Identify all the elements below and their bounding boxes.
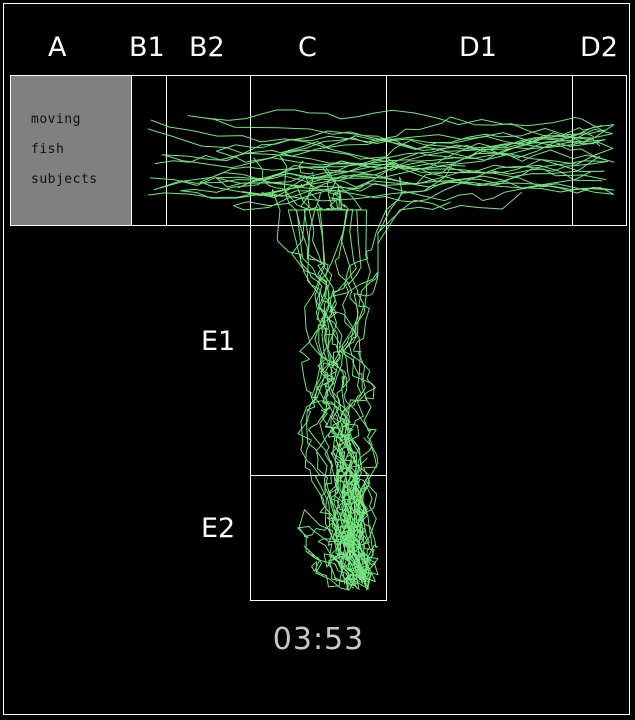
zone-label-e2: E2 [201,513,236,544]
trajectory-path [308,176,403,581]
zone-label-d2: D2 [580,32,618,63]
trajectory-path [279,155,369,581]
zone-label-e1: E1 [201,326,236,357]
zone-label-c: C [298,32,317,63]
arena-frame [3,3,630,715]
elapsed-timer: 03:53 [272,622,365,657]
trajectory-path [334,404,365,591]
trajectory-path [261,189,365,581]
trajectory-path [159,136,606,211]
trajectory-path [321,191,523,581]
trajectory-path [338,437,379,591]
trajectory-path [154,109,614,165]
trajectory-path [163,116,615,169]
zone-label-a: A [48,32,67,63]
trajectory-path [314,179,364,584]
trajectory-path [303,457,370,591]
zone-label-b1: B1 [129,32,165,63]
trajectory-path [333,164,466,581]
legend-line-subjects: subjects [31,172,98,187]
trajectory-path [298,160,366,581]
trajectory-trace [147,109,615,591]
legend-line-moving: moving [31,112,81,127]
trajectory-path [253,157,362,581]
legend-line-fish: fish [31,142,65,157]
zone-label-b2: B2 [189,32,225,63]
legend-box: moving fish subjects [10,75,131,225]
horizontal-arm-outline [10,75,627,226]
zone-label-d1: D1 [459,32,497,63]
